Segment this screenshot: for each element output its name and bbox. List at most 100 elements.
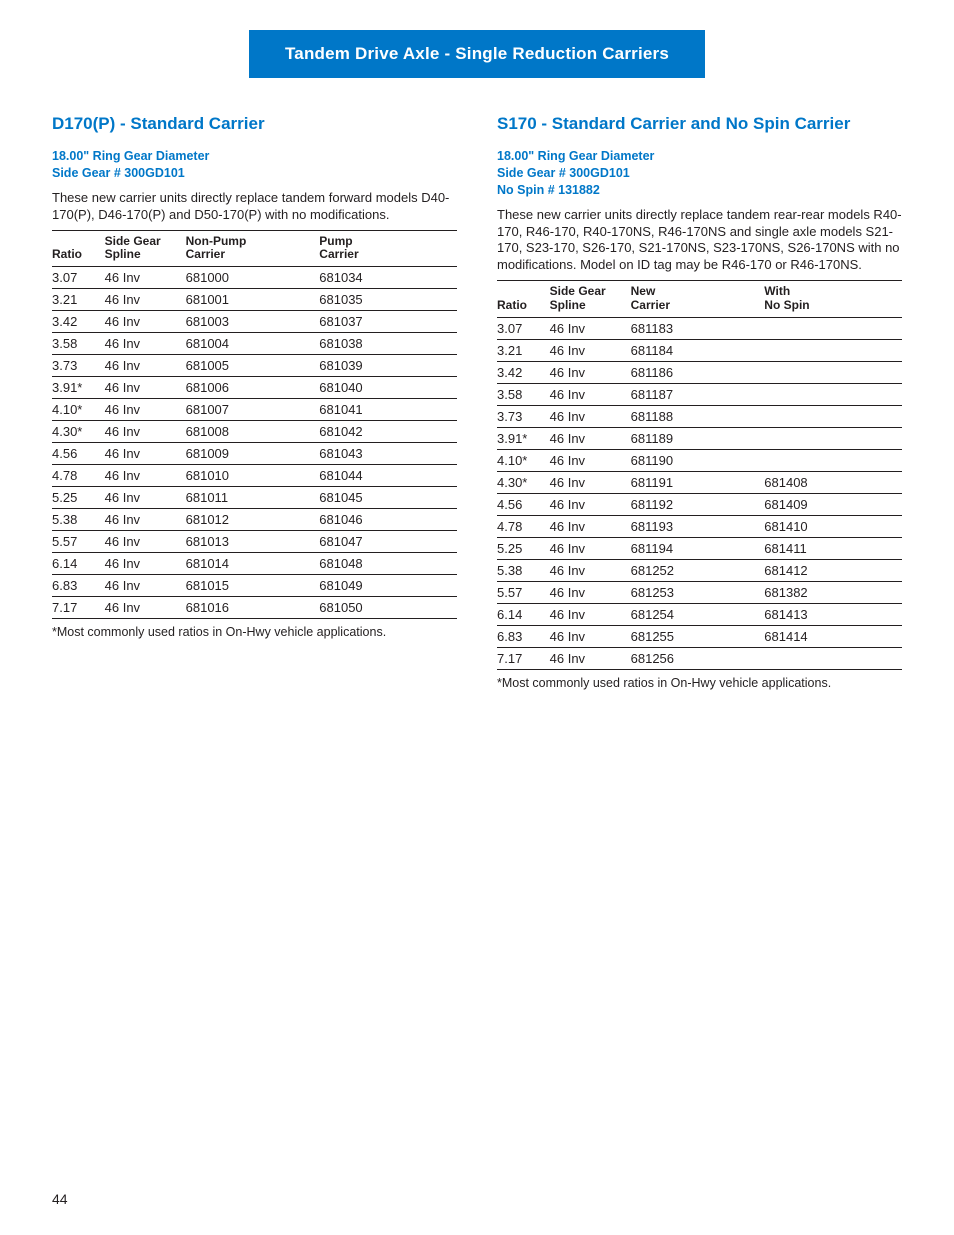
th-ratio: Ratio — [52, 230, 105, 267]
cell-c2: 681042 — [319, 421, 457, 443]
cell-spline: 46 Inv — [550, 647, 631, 669]
th-pump: PumpCarrier — [319, 230, 457, 267]
table-row: 5.5746 Inv681013681047 — [52, 531, 457, 553]
table-row: 5.5746 Inv681253681382 — [497, 581, 902, 603]
table-row: 7.1746 Inv681016681050 — [52, 597, 457, 619]
table-row: 3.2146 Inv681001681035 — [52, 289, 457, 311]
cell-c1: 681013 — [186, 531, 320, 553]
cell-c2: 681045 — [319, 487, 457, 509]
right-subhead-3: No Spin # 131882 — [497, 182, 902, 199]
cell-spline: 46 Inv — [105, 465, 186, 487]
cell-c1: 681006 — [186, 377, 320, 399]
cell-c2: 681035 — [319, 289, 457, 311]
cell-c2: 681409 — [764, 493, 902, 515]
table-row: 6.8346 Inv681255681414 — [497, 625, 902, 647]
cell-c1: 681014 — [186, 553, 320, 575]
cell-ratio: 4.56 — [497, 493, 550, 515]
cell-ratio: 5.25 — [52, 487, 105, 509]
table-header-row: Ratio Side GearSpline Non-PumpCarrier Pu… — [52, 230, 457, 267]
cell-spline: 46 Inv — [550, 361, 631, 383]
cell-c1: 681016 — [186, 597, 320, 619]
cell-ratio: 3.91* — [52, 377, 105, 399]
left-subhead-2: Side Gear # 300GD101 — [52, 165, 457, 182]
page-number: 44 — [52, 1191, 68, 1207]
cell-ratio: 4.78 — [52, 465, 105, 487]
table-row: 6.8346 Inv681015681049 — [52, 575, 457, 597]
table-row: 3.91*46 Inv681006681040 — [52, 377, 457, 399]
table-row: 5.2546 Inv681194681411 — [497, 537, 902, 559]
cell-c2: 681041 — [319, 399, 457, 421]
table-row: 3.0746 Inv681183 — [497, 317, 902, 339]
page: Tandem Drive Axle - Single Reduction Car… — [0, 0, 954, 1235]
table-row: 4.5646 Inv681192681409 — [497, 493, 902, 515]
cell-spline: 46 Inv — [105, 443, 186, 465]
left-section-title: D170(P) - Standard Carrier — [52, 114, 457, 134]
cell-c1: 681008 — [186, 421, 320, 443]
cell-c1: 681183 — [631, 317, 765, 339]
cell-c2 — [764, 383, 902, 405]
cell-ratio: 5.38 — [52, 509, 105, 531]
cell-c2: 681410 — [764, 515, 902, 537]
cell-c2 — [764, 361, 902, 383]
table-row: 6.1446 Inv681014681048 — [52, 553, 457, 575]
table-row: 6.1446 Inv681254681413 — [497, 603, 902, 625]
cell-ratio: 6.14 — [52, 553, 105, 575]
th-ratio: Ratio — [497, 281, 550, 318]
cell-c2: 681047 — [319, 531, 457, 553]
cell-c2: 681040 — [319, 377, 457, 399]
cell-c1: 681193 — [631, 515, 765, 537]
cell-c2: 681049 — [319, 575, 457, 597]
th-nonpump: Non-PumpCarrier — [186, 230, 320, 267]
cell-ratio: 3.07 — [497, 317, 550, 339]
left-table: Ratio Side GearSpline Non-PumpCarrier Pu… — [52, 230, 457, 620]
cell-c1: 681011 — [186, 487, 320, 509]
cell-c2 — [764, 427, 902, 449]
cell-ratio: 3.73 — [497, 405, 550, 427]
cell-c1: 681000 — [186, 267, 320, 289]
cell-spline: 46 Inv — [105, 421, 186, 443]
cell-c1: 681184 — [631, 339, 765, 361]
cell-spline: 46 Inv — [550, 559, 631, 581]
cell-ratio: 4.56 — [52, 443, 105, 465]
cell-c1: 681001 — [186, 289, 320, 311]
cell-spline: 46 Inv — [550, 537, 631, 559]
cell-c1: 681191 — [631, 471, 765, 493]
cell-ratio: 4.30* — [52, 421, 105, 443]
table-row: 7.1746 Inv681256 — [497, 647, 902, 669]
cell-c1: 681012 — [186, 509, 320, 531]
cell-c2: 681408 — [764, 471, 902, 493]
cell-spline: 46 Inv — [550, 383, 631, 405]
cell-c2 — [764, 339, 902, 361]
th-spline: Side GearSpline — [105, 230, 186, 267]
cell-c2: 681034 — [319, 267, 457, 289]
cell-spline: 46 Inv — [550, 339, 631, 361]
right-subhead-2: Side Gear # 300GD101 — [497, 165, 902, 182]
cell-spline: 46 Inv — [550, 449, 631, 471]
cell-c2 — [764, 405, 902, 427]
cell-c2: 681382 — [764, 581, 902, 603]
table-row: 5.3846 Inv681252681412 — [497, 559, 902, 581]
cell-c2: 681038 — [319, 333, 457, 355]
cell-ratio: 5.57 — [497, 581, 550, 603]
cell-ratio: 3.91* — [497, 427, 550, 449]
cell-c2: 681037 — [319, 311, 457, 333]
cell-spline: 46 Inv — [105, 553, 186, 575]
table-row: 3.5846 Inv681187 — [497, 383, 902, 405]
cell-c2: 681411 — [764, 537, 902, 559]
cell-ratio: 5.57 — [52, 531, 105, 553]
cell-spline: 46 Inv — [105, 377, 186, 399]
cell-c2: 681044 — [319, 465, 457, 487]
cell-c1: 681015 — [186, 575, 320, 597]
cell-c2 — [764, 317, 902, 339]
cell-spline: 46 Inv — [550, 471, 631, 493]
cell-ratio: 3.42 — [497, 361, 550, 383]
right-column: S170 - Standard Carrier and No Spin Carr… — [497, 114, 902, 702]
right-section-title: S170 - Standard Carrier and No Spin Carr… — [497, 114, 902, 134]
cell-c1: 681187 — [631, 383, 765, 405]
cell-ratio: 3.07 — [52, 267, 105, 289]
cell-c1: 681190 — [631, 449, 765, 471]
cell-spline: 46 Inv — [550, 625, 631, 647]
left-subhead-1: 18.00" Ring Gear Diameter — [52, 148, 457, 165]
table-row: 4.10*46 Inv681007681041 — [52, 399, 457, 421]
cell-ratio: 4.30* — [497, 471, 550, 493]
